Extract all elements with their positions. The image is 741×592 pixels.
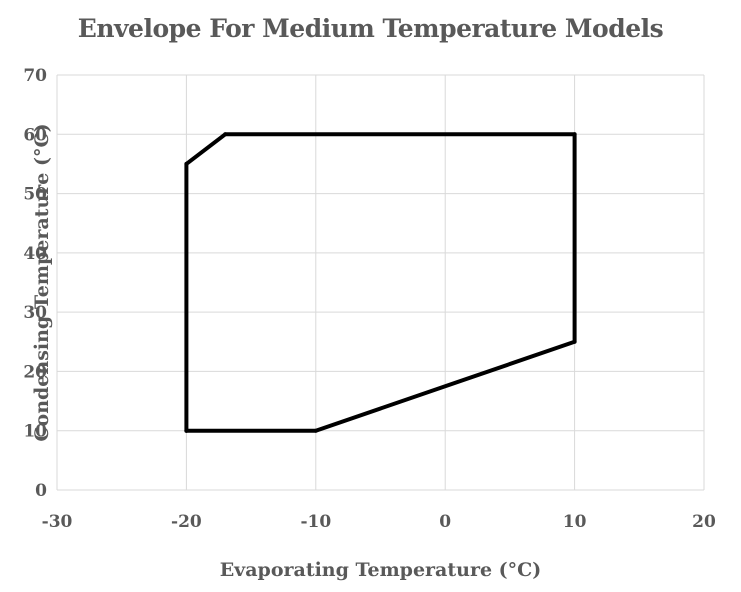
data-point [184,428,189,433]
y-tick-label: 0 [35,481,47,501]
envelope-line [184,132,577,433]
chart-title: Envelope For Medium Temperature Models [77,14,664,43]
data-point [223,132,228,137]
data-point [313,428,318,433]
x-axis-title: Evaporating Temperature (°C) [220,559,542,581]
data-point [184,161,189,166]
x-tick-label: -10 [300,512,331,532]
y-axis-title: Condensing Temperature (°C) [31,123,53,441]
data-point [572,339,577,344]
y-tick-label: 20 [23,362,47,382]
x-tick-label: 0 [439,512,451,532]
y-tick-label: 10 [23,422,47,442]
x-tick-label: -20 [171,512,202,532]
x-tick-label: -30 [42,512,73,532]
y-tick-label: 40 [23,244,47,264]
y-tick-label: 50 [23,185,47,205]
x-tick-label: 10 [563,512,587,532]
data-point [572,132,577,137]
y-tick-label: 70 [23,66,47,86]
y-tick-label: 30 [23,303,47,323]
x-tick-label: 20 [692,512,716,532]
y-tick-label: 60 [23,125,47,145]
